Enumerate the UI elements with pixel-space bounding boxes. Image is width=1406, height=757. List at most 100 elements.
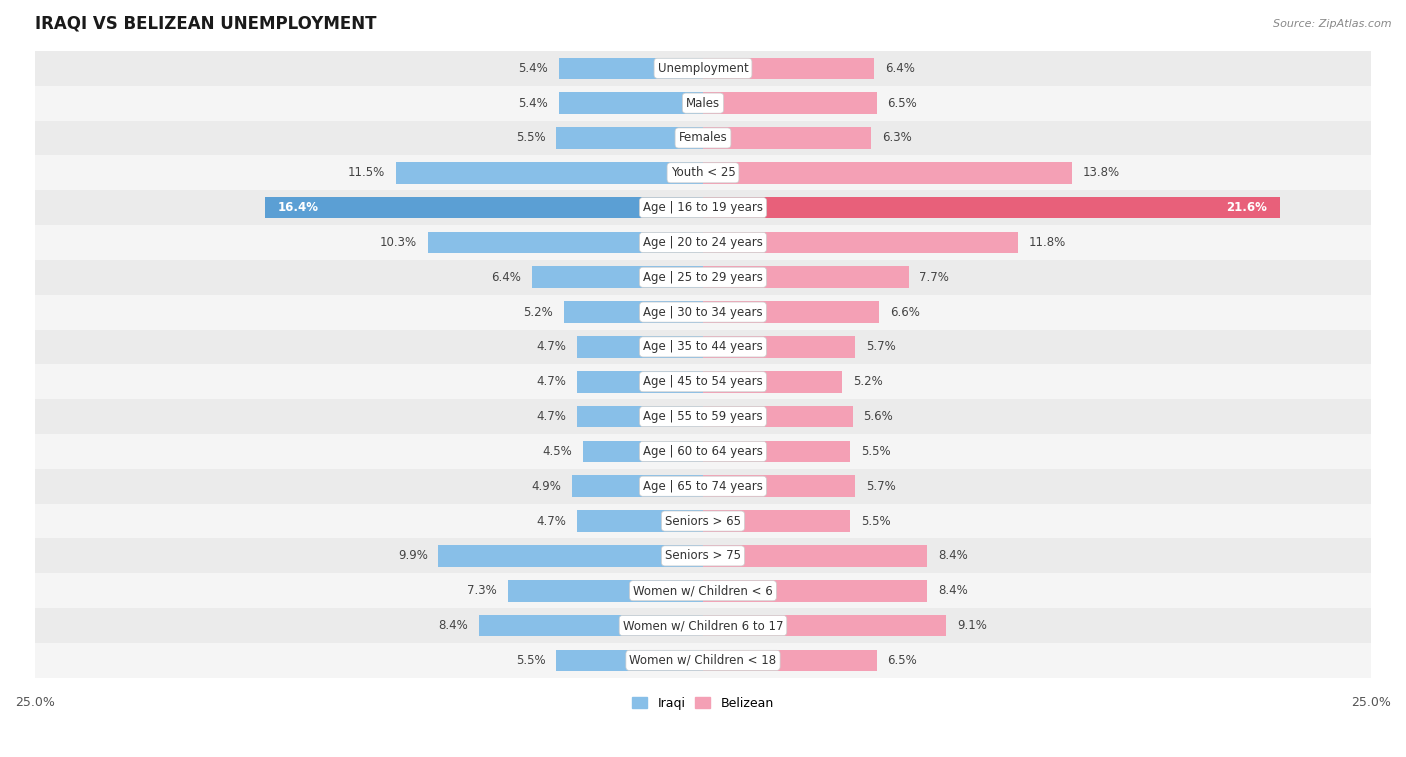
Bar [35,364,1371,399]
Text: Unemployment: Unemployment [658,62,748,75]
Bar [35,643,1371,678]
Bar [35,294,1371,329]
Text: Age | 60 to 64 years: Age | 60 to 64 years [643,445,763,458]
Bar [578,336,703,358]
Text: Age | 65 to 74 years: Age | 65 to 74 years [643,480,763,493]
Text: 6.5%: 6.5% [887,654,917,667]
Text: Women w/ Children < 18: Women w/ Children < 18 [630,654,776,667]
Bar [35,51,1371,86]
Bar [703,301,879,323]
Bar [703,406,852,428]
Bar [35,260,1371,294]
Text: 5.4%: 5.4% [519,97,548,110]
Legend: Iraqi, Belizean: Iraqi, Belizean [627,692,779,715]
Bar [439,545,703,567]
Bar [703,545,928,567]
Bar [572,475,703,497]
Bar [703,266,908,288]
Text: Age | 30 to 34 years: Age | 30 to 34 years [643,306,763,319]
Bar [703,650,877,671]
Bar [703,162,1071,184]
Text: 6.4%: 6.4% [884,62,914,75]
Text: Age | 35 to 44 years: Age | 35 to 44 years [643,341,763,354]
Bar [35,399,1371,434]
Text: 9.9%: 9.9% [398,550,427,562]
Bar [35,538,1371,573]
Bar [35,503,1371,538]
Text: 8.4%: 8.4% [439,619,468,632]
Text: 4.7%: 4.7% [537,341,567,354]
Bar [35,86,1371,120]
Text: 8.4%: 8.4% [938,550,967,562]
Text: Age | 16 to 19 years: Age | 16 to 19 years [643,201,763,214]
Bar [703,475,855,497]
Text: 11.8%: 11.8% [1029,236,1066,249]
Bar [703,580,928,602]
Text: Youth < 25: Youth < 25 [671,167,735,179]
Bar [508,580,703,602]
Bar [35,155,1371,190]
Text: 5.2%: 5.2% [523,306,554,319]
Bar [703,232,1018,254]
Text: 6.5%: 6.5% [887,97,917,110]
Text: 5.5%: 5.5% [860,515,890,528]
Text: 6.3%: 6.3% [882,132,911,145]
Bar [35,608,1371,643]
Bar [703,510,851,532]
Bar [395,162,703,184]
Bar [531,266,703,288]
Text: 4.7%: 4.7% [537,375,567,388]
Bar [35,573,1371,608]
Text: Age | 20 to 24 years: Age | 20 to 24 years [643,236,763,249]
Text: Source: ZipAtlas.com: Source: ZipAtlas.com [1274,19,1392,29]
Text: Seniors > 65: Seniors > 65 [665,515,741,528]
Bar [35,329,1371,364]
Text: Women w/ Children 6 to 17: Women w/ Children 6 to 17 [623,619,783,632]
Bar [703,197,1281,219]
Bar [558,58,703,79]
Bar [578,510,703,532]
Bar [703,92,877,114]
Bar [555,127,703,149]
Text: 4.5%: 4.5% [543,445,572,458]
Bar [35,190,1371,225]
Text: 4.7%: 4.7% [537,515,567,528]
Bar [703,58,875,79]
Text: 6.4%: 6.4% [492,271,522,284]
Text: 9.1%: 9.1% [957,619,987,632]
Text: Age | 55 to 59 years: Age | 55 to 59 years [643,410,763,423]
Text: 11.5%: 11.5% [347,167,385,179]
Bar [703,615,946,637]
Text: 13.8%: 13.8% [1083,167,1119,179]
Text: 16.4%: 16.4% [278,201,319,214]
Bar [558,92,703,114]
Text: Females: Females [679,132,727,145]
Bar [703,441,851,463]
Text: 5.5%: 5.5% [860,445,890,458]
Text: Seniors > 75: Seniors > 75 [665,550,741,562]
Text: 7.7%: 7.7% [920,271,949,284]
Text: Age | 25 to 29 years: Age | 25 to 29 years [643,271,763,284]
Text: Males: Males [686,97,720,110]
Text: IRAQI VS BELIZEAN UNEMPLOYMENT: IRAQI VS BELIZEAN UNEMPLOYMENT [35,15,377,33]
Bar [35,120,1371,155]
Text: 5.7%: 5.7% [866,341,896,354]
Bar [478,615,703,637]
Text: Women w/ Children < 6: Women w/ Children < 6 [633,584,773,597]
Bar [35,434,1371,469]
Bar [703,336,855,358]
Text: 7.3%: 7.3% [467,584,498,597]
Text: Age | 45 to 54 years: Age | 45 to 54 years [643,375,763,388]
Bar [35,469,1371,503]
Text: 5.6%: 5.6% [863,410,893,423]
Text: 4.9%: 4.9% [531,480,561,493]
Text: 21.6%: 21.6% [1226,201,1267,214]
Text: 5.5%: 5.5% [516,654,546,667]
Bar [555,650,703,671]
Text: 6.6%: 6.6% [890,306,920,319]
Bar [578,406,703,428]
Bar [703,371,842,393]
Bar [564,301,703,323]
Bar [703,127,872,149]
Text: 4.7%: 4.7% [537,410,567,423]
